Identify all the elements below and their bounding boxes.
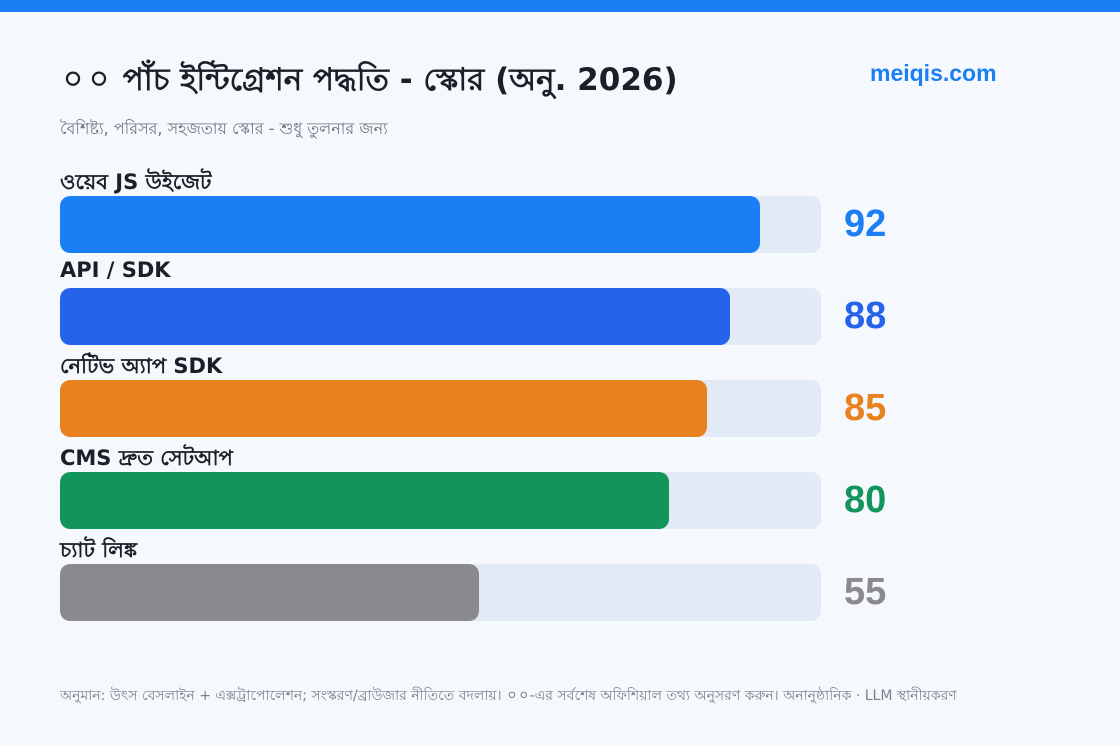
bar-value-label: 92 xyxy=(844,203,887,245)
bar-label: নেটিভ অ্যাপ SDK xyxy=(60,354,223,378)
footnote: অনুমান: উৎস বেসলাইন + এক্সট্রাপোলেশন; সং… xyxy=(60,688,957,704)
brand-link[interactable]: meiqis.com xyxy=(870,60,997,86)
bar xyxy=(60,380,707,437)
bar xyxy=(60,564,479,621)
bar-track xyxy=(60,472,821,529)
bar-value-label: 80 xyxy=(844,479,887,521)
bar-track xyxy=(60,380,821,437)
bar-label: ওয়েব JS উইজেট xyxy=(60,170,212,194)
bar xyxy=(60,472,669,529)
bar xyxy=(60,196,760,253)
bar xyxy=(60,288,730,345)
bar-value-label: 85 xyxy=(844,387,887,429)
chart-subtitle: বৈশিষ্ট্য, পরিসর, সহজতায় স্কোর - শুধু ত… xyxy=(60,119,388,138)
bar-chart: ওয়েব JS উইজেট 92 API / SDK 88 নেটিভ অ্যাপ S… xyxy=(0,160,1120,640)
bar-label: চ্যাট লিঙ্ক xyxy=(60,538,138,562)
top-accent-bar xyxy=(0,0,1120,12)
chart-title: ⚪⚪ পাঁচ ইন্টিগ্রেশন পদ্ধতি - স্কোর (অনু.… xyxy=(60,62,678,98)
bar-label: CMS দ্রুত সেটআপ xyxy=(60,446,233,470)
bar-track xyxy=(60,564,821,621)
bar-track xyxy=(60,196,821,253)
bar-label: API / SDK xyxy=(60,258,171,282)
bar-track xyxy=(60,288,821,345)
bar-value-label: 88 xyxy=(844,295,887,337)
bar-value-label: 55 xyxy=(844,571,887,613)
